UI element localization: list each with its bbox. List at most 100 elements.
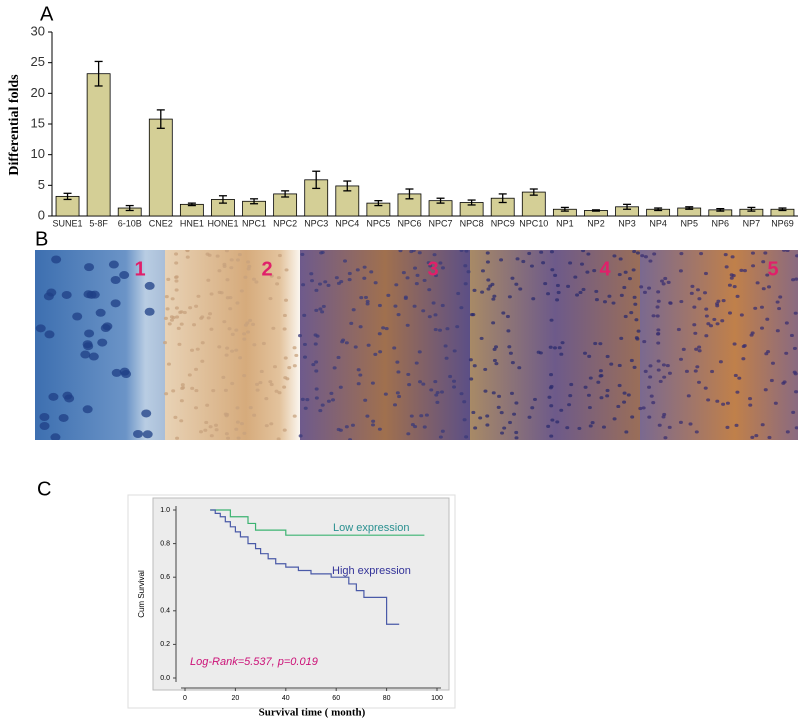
cell: [422, 425, 427, 429]
cell: [662, 375, 667, 379]
cell: [235, 406, 240, 410]
cell: [491, 321, 496, 325]
cell: [178, 310, 183, 314]
cell: [255, 388, 260, 392]
cell: [44, 330, 55, 339]
cell: [261, 341, 266, 346]
cell: [431, 301, 436, 305]
cell: [472, 364, 477, 368]
cell: [384, 326, 389, 331]
cell: [309, 279, 314, 283]
cell: [209, 327, 214, 331]
cell: [433, 313, 438, 317]
cell: [622, 400, 627, 404]
cell: [298, 334, 303, 338]
cell: [514, 436, 519, 440]
cell: [142, 430, 153, 439]
cell: [86, 290, 97, 299]
x-tick-label: NP1: [556, 218, 574, 228]
cell: [509, 391, 514, 395]
cell: [703, 291, 708, 295]
cell: [501, 311, 506, 315]
cell: [767, 285, 772, 289]
cell: [632, 250, 637, 254]
x-tick-label: 0: [183, 695, 187, 702]
cell: [648, 375, 653, 379]
cell: [704, 307, 709, 311]
cell: [737, 376, 742, 380]
cell: [300, 397, 305, 401]
cell: [353, 345, 358, 349]
cell: [656, 341, 661, 345]
cell: [39, 412, 50, 421]
cell: [246, 260, 251, 264]
cell: [632, 365, 637, 369]
cell: [490, 282, 495, 286]
cell: [612, 254, 617, 258]
cell: [282, 428, 287, 432]
cell: [668, 301, 673, 305]
x-tick-label: NPC9: [491, 218, 515, 228]
cell: [326, 283, 331, 287]
x-tick-label: NPC7: [429, 218, 453, 228]
cell: [326, 399, 331, 403]
cell: [651, 314, 656, 318]
cell: [242, 431, 247, 435]
cell: [276, 437, 281, 440]
cell: [242, 373, 247, 378]
cell: [205, 403, 210, 407]
cell: [321, 304, 326, 309]
cell: [486, 278, 491, 282]
cell: [313, 333, 318, 337]
cell: [770, 361, 775, 365]
cell: [602, 300, 607, 304]
cell: [514, 401, 519, 405]
cell: [251, 277, 256, 281]
cell: [414, 282, 419, 286]
cell: [277, 253, 282, 258]
cell: [658, 379, 663, 384]
cell: [247, 264, 252, 269]
cell: [550, 268, 555, 272]
cell: [314, 369, 319, 373]
cell: [607, 294, 612, 298]
cell: [619, 293, 624, 297]
cell: [365, 302, 370, 306]
image-number: 2: [261, 258, 272, 280]
cell: [531, 297, 536, 301]
cell: [667, 371, 672, 375]
cell: [469, 377, 474, 381]
cell: [765, 317, 770, 321]
cell: [119, 367, 130, 376]
cell: [580, 262, 585, 266]
cell: [648, 259, 653, 263]
image-number: 3: [427, 258, 438, 280]
cell: [596, 380, 601, 384]
cell: [179, 399, 184, 403]
cell: [611, 301, 616, 305]
cell: [793, 311, 798, 315]
cell: [419, 414, 424, 418]
cell: [199, 430, 204, 434]
cell: [466, 270, 471, 274]
y-tick-label: 0.6: [160, 574, 170, 581]
y-tick-label: 5: [38, 177, 45, 192]
x-tick-label: NPC5: [366, 218, 390, 228]
cell: [51, 255, 62, 264]
cell: [133, 429, 144, 438]
cell: [706, 398, 711, 402]
cell: [500, 431, 505, 435]
cell: [39, 421, 50, 430]
cell: [226, 436, 231, 440]
cell: [529, 264, 534, 268]
cell: [703, 271, 708, 276]
cell: [652, 252, 657, 256]
cell: [462, 418, 467, 422]
cell: [543, 281, 548, 286]
cell: [754, 434, 759, 438]
cell: [302, 342, 307, 347]
cell: [228, 307, 233, 311]
cell: [309, 272, 314, 276]
cell: [778, 295, 783, 299]
cell: [268, 296, 273, 301]
